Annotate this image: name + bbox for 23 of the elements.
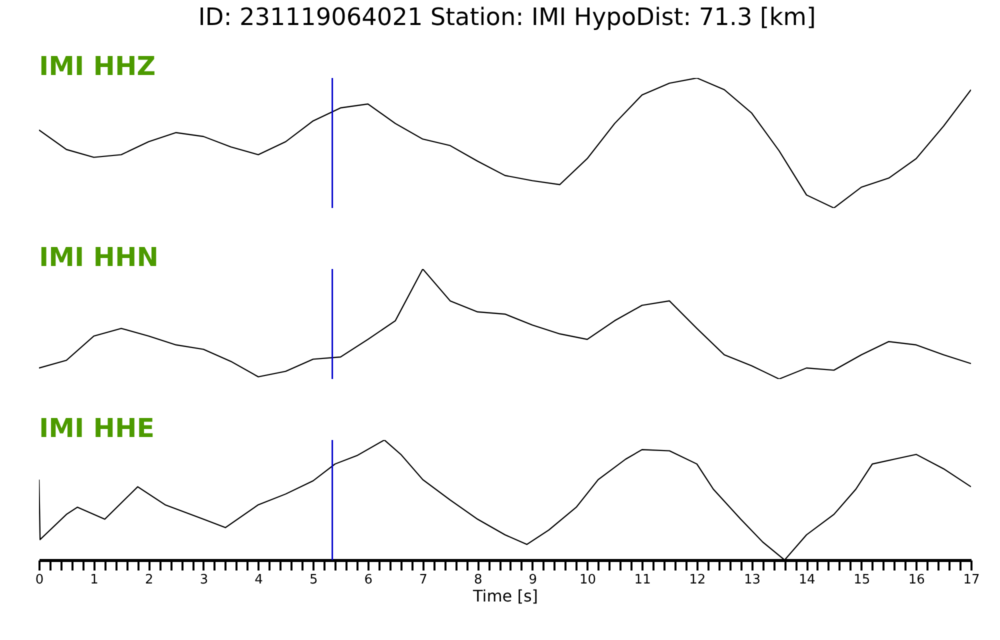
x-tick-label: 7 xyxy=(419,572,428,588)
x-tick-label: 17 xyxy=(963,572,980,588)
x-tick-label: 3 xyxy=(200,572,208,588)
x-tick-label: 10 xyxy=(579,572,596,588)
x-tick-label: 2 xyxy=(145,572,154,588)
x-tick-label: 15 xyxy=(854,572,870,588)
x-tick-label: 11 xyxy=(634,572,651,588)
x-tick-label: 5 xyxy=(309,572,318,588)
x-tick-label: 16 xyxy=(908,572,925,588)
x-tick-label: 13 xyxy=(744,572,760,588)
x-tick-label: 6 xyxy=(364,572,373,588)
x-tick-label: 12 xyxy=(689,572,706,588)
x-tick-label: 1 xyxy=(90,572,98,588)
x-tick-label: 4 xyxy=(254,572,263,588)
x-tick-label: 8 xyxy=(474,572,482,588)
series-label: IMI HHE xyxy=(39,414,155,444)
text: IMI HHN xyxy=(39,243,159,273)
x-tick-label: 14 xyxy=(798,572,816,588)
x-axis-title: Time [s] xyxy=(472,586,538,606)
x-tick-label: 9 xyxy=(528,572,538,588)
x-tick-label: 0 xyxy=(35,572,44,588)
series-label: IMI HHZ xyxy=(39,52,156,82)
chart-title: ID: 231119064021 Station: IMI HypoDist: 71.3 [km] xyxy=(198,3,816,31)
